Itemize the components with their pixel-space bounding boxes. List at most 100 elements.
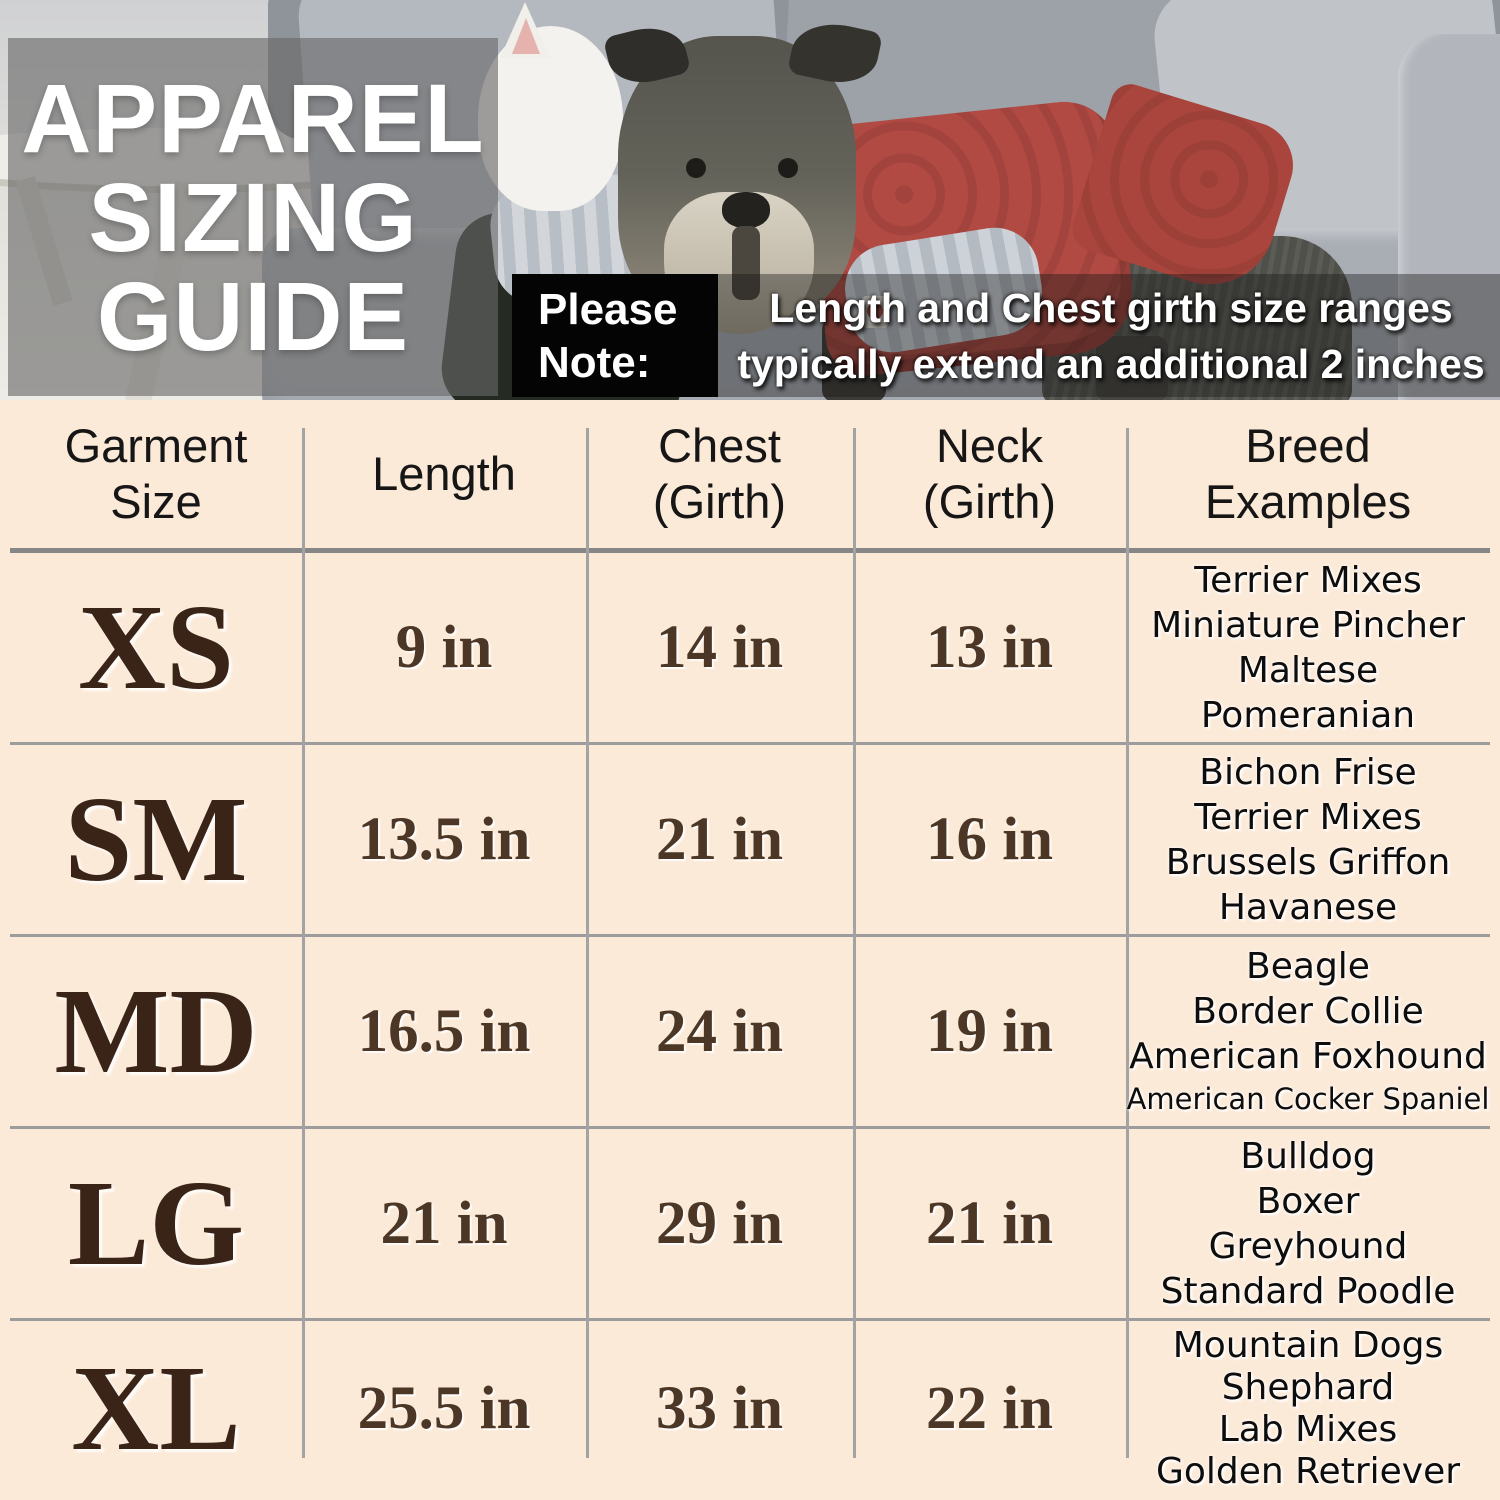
- vest-brand-tag-logo: [867, 303, 883, 319]
- breed-example: Golden Retriever: [1155, 1451, 1461, 1492]
- garment-size-value: XS: [78, 579, 234, 715]
- breed-example: Terrier Mixes: [1194, 559, 1422, 601]
- col-header-breed-examples: Breed Examples: [1126, 402, 1490, 546]
- note-backdrop-band: [716, 274, 1500, 397]
- breed-example: Standard Poodle: [1160, 1270, 1456, 1312]
- size-cell: XS: [10, 553, 302, 742]
- header-separator-line: [10, 548, 1490, 553]
- breed-example: Miniature Pincher: [1151, 604, 1465, 646]
- header-line: Garment: [64, 419, 248, 472]
- col-header-garment-size: Garment Size: [10, 402, 302, 546]
- neck-value: 19 in: [925, 997, 1054, 1065]
- size-cell: MD: [10, 937, 302, 1126]
- chest-value: 29 in: [655, 1189, 784, 1257]
- length-value: 25.5 in: [357, 1375, 531, 1442]
- size-cell: XL: [10, 1321, 302, 1497]
- neck-cell: 13 in: [853, 553, 1126, 742]
- length-value: 13.5 in: [357, 805, 531, 873]
- chest-value: 14 in: [655, 613, 784, 681]
- breed-example: Lab Mixes: [1218, 1409, 1398, 1450]
- chest-cell: 29 in: [586, 1129, 853, 1318]
- schnauzer-beard-shadow: [732, 226, 760, 300]
- breed-example: Pomeranian: [1200, 694, 1416, 736]
- length-value: 21 in: [380, 1189, 508, 1257]
- breeds-cell: Terrier Mixes Miniature Pincher Maltese …: [1126, 553, 1490, 742]
- breed-example: Maltese: [1237, 649, 1379, 691]
- breed-example: Border Collie: [1192, 991, 1424, 1032]
- breeds-cell: Mountain Dogs Shephard Lab Mixes Golden …: [1126, 1321, 1490, 1497]
- white-dog-ear-inner: [512, 18, 540, 54]
- length-cell: 25.5 in: [302, 1321, 586, 1497]
- breeds-cell: Bichon Frise Terrier Mixes Brussels Grif…: [1126, 745, 1490, 934]
- header-line: (Girth): [652, 475, 787, 528]
- length-value: 16.5 in: [357, 997, 531, 1065]
- breed-example: Greyhound: [1208, 1225, 1408, 1267]
- length-value: 9 in: [395, 613, 493, 681]
- neck-value: 16 in: [925, 805, 1054, 873]
- note-text: Length and Chest girth size ranges typic…: [722, 274, 1500, 397]
- schnauzer-eye: [778, 158, 798, 178]
- note-text-line: typically extend an additional 2 inches: [737, 340, 1485, 387]
- col-header-neck-girth: Neck (Girth): [853, 402, 1126, 546]
- header-line: Neck: [935, 419, 1044, 472]
- chest-value: 21 in: [655, 805, 784, 873]
- breed-example: American Cocker Spaniel: [1126, 1082, 1490, 1116]
- note-label-line: Note:: [538, 337, 651, 387]
- neck-cell: 22 in: [853, 1321, 1126, 1497]
- please-note-box: Please Note:: [512, 274, 718, 397]
- chest-cell: 24 in: [586, 937, 853, 1126]
- header-line: Length: [372, 447, 516, 500]
- schnauzer-eye: [686, 158, 706, 178]
- length-cell: 21 in: [302, 1129, 586, 1318]
- page-title-line: SIZING: [88, 162, 418, 272]
- page-title-overlay: APPAREL SIZING GUIDE: [8, 38, 498, 396]
- breed-example: Brussels Griffon: [1165, 841, 1451, 883]
- chest-cell: 14 in: [586, 553, 853, 742]
- size-cell: SM: [10, 745, 302, 934]
- column-divider: [1126, 428, 1129, 1458]
- header-line: Chest: [658, 419, 781, 472]
- row-divider: [10, 1126, 1490, 1129]
- row-divider: [10, 934, 1490, 937]
- breeds-cell: Beagle Border Collie American Foxhound A…: [1126, 937, 1490, 1126]
- chest-value: 24 in: [655, 997, 784, 1065]
- breed-example: Boxer: [1256, 1180, 1360, 1222]
- col-header-length: Length: [302, 402, 586, 546]
- note-text-line: Length and Chest girth size ranges: [769, 284, 1453, 331]
- column-divider: [302, 428, 305, 1458]
- neck-value: 22 in: [925, 1375, 1054, 1442]
- dogs-photo: Please Note: Length and Chest girth size…: [0, 0, 1500, 400]
- schnauzer-nose: [722, 192, 770, 228]
- sizing-table: Garment Size Length Chest (Girth) Neck (…: [0, 400, 1500, 1500]
- breed-example: Havanese: [1218, 886, 1398, 928]
- header-line: (Girth): [922, 475, 1057, 528]
- col-header-chest-girth: Chest (Girth): [586, 402, 853, 546]
- column-divider: [853, 428, 856, 1458]
- neck-value: 21 in: [925, 1189, 1054, 1257]
- length-cell: 9 in: [302, 553, 586, 742]
- size-cell: LG: [10, 1129, 302, 1318]
- breed-example: Bulldog: [1240, 1135, 1376, 1177]
- breed-example: Mountain Dogs: [1172, 1325, 1444, 1366]
- page-title-line: APPAREL: [21, 63, 485, 173]
- breeds-cell: Bulldog Boxer Greyhound Standard Poodle: [1126, 1129, 1490, 1318]
- garment-size-value: LG: [67, 1155, 245, 1291]
- schnauzer-leg: [1096, 336, 1168, 400]
- column-divider: [586, 428, 589, 1458]
- garment-size-value: SM: [64, 771, 248, 907]
- breed-example: Bichon Frise: [1199, 751, 1417, 793]
- chest-cell: 33 in: [586, 1321, 853, 1497]
- neck-cell: 16 in: [853, 745, 1126, 934]
- header-line: Breed: [1245, 419, 1371, 472]
- note-label-line: Please: [538, 284, 678, 334]
- breed-example: Shephard: [1221, 1367, 1395, 1408]
- chest-cell: 21 in: [586, 745, 853, 934]
- page-title-line: GUIDE: [96, 261, 410, 371]
- couch-armrest: [1398, 34, 1500, 400]
- length-cell: 16.5 in: [302, 937, 586, 1126]
- header-line: Size: [110, 475, 202, 528]
- row-divider: [10, 742, 1490, 745]
- breed-example: Terrier Mixes: [1194, 796, 1422, 838]
- neck-cell: 21 in: [853, 1129, 1126, 1318]
